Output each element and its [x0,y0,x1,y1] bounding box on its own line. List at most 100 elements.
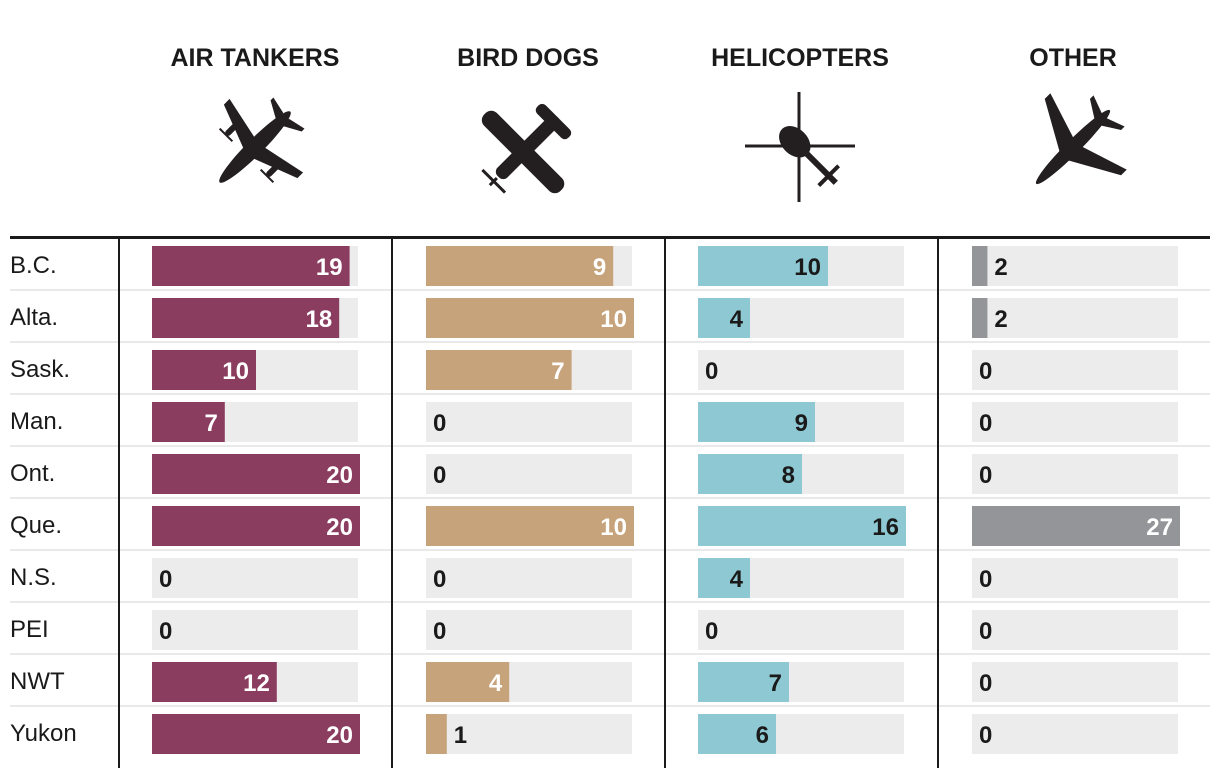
bar [698,246,828,286]
data-label: 27 [1146,514,1173,541]
bar-track [972,350,1178,390]
data-label: 7 [769,670,782,697]
data-label: 10 [600,306,627,333]
data-label: 0 [705,358,718,385]
bar [152,662,277,702]
bar [426,246,614,286]
row-label: Alta. [10,304,58,331]
bar [152,506,360,546]
data-label: 20 [326,514,353,541]
data-label: 18 [305,306,332,333]
data-label: 10 [222,358,249,385]
data-label: 4 [730,566,744,593]
bar [426,298,634,338]
bar-track [972,298,1178,338]
row-label: PEI [10,616,49,643]
bar [152,350,256,390]
data-label: 10 [794,254,821,281]
bar [426,350,572,390]
row-label: Sask. [10,356,70,383]
row-label: NWT [10,668,65,695]
data-label: 0 [159,618,172,645]
column-header-other: OTHER [1029,44,1117,72]
row-label: Yukon [10,720,77,747]
data-label: 20 [326,462,353,489]
data-label: 2 [994,306,1007,333]
header-rule [10,236,1210,239]
bar [152,246,350,286]
row-label: N.S. [10,564,57,591]
helicopter-icon [745,92,855,202]
data-label: 6 [756,722,769,749]
bar [152,298,340,338]
bar [972,506,1180,546]
data-label: 0 [705,618,718,645]
data-label: 0 [433,462,446,489]
bar [152,402,225,442]
data-label: 9 [795,410,808,437]
air-tanker-icon [200,92,310,202]
data-label: 7 [204,410,217,437]
bar-track [972,610,1178,650]
bar [426,506,634,546]
bar [698,454,802,494]
bar-track [426,610,632,650]
bar-track [972,402,1178,442]
bar-track [972,454,1178,494]
bar-track [152,558,358,598]
row-label: Que. [10,512,62,539]
bar-track [426,558,632,598]
data-label: 20 [326,722,353,749]
data-label: 0 [979,410,992,437]
data-label: 12 [243,670,270,697]
bar-track [698,350,904,390]
data-label: 0 [979,618,992,645]
column-header-bird-dogs: BIRD DOGS [457,44,599,72]
data-label: 0 [433,618,446,645]
column-header-air-tankers: AIR TANKERS [170,44,340,72]
data-label: 9 [593,254,606,281]
data-label: 0 [979,722,992,749]
data-label: 0 [433,566,446,593]
bar [698,402,815,442]
data-label: 4 [489,670,503,697]
row-label: Ont. [10,460,55,487]
bar [698,558,750,598]
bar-track [972,558,1178,598]
bar [698,298,750,338]
data-label: 16 [872,514,899,541]
bar-track [972,246,1178,286]
bar [152,454,360,494]
bar [972,246,988,286]
bar [426,714,447,754]
data-label: 0 [159,566,172,593]
bar-track [152,610,358,650]
column-header-helicopters: HELICOPTERS [711,44,889,72]
bar [426,662,510,702]
data-label: 0 [979,462,992,489]
bird-dog-icon [473,92,583,202]
bar [698,714,776,754]
data-label: 0 [979,670,992,697]
bar-track [698,610,904,650]
bar-track [426,402,632,442]
bar-track [972,714,1178,754]
bar-track [426,714,632,754]
data-label: 10 [600,514,627,541]
bar-track [972,662,1178,702]
data-label: 2 [994,254,1007,281]
row-label: Man. [10,408,63,435]
row-label: B.C. [10,252,57,279]
data-label: 0 [979,358,992,385]
bar-track [426,454,632,494]
data-label: 19 [316,254,343,281]
bar [698,506,906,546]
bar [972,298,988,338]
plane-icon [1018,92,1128,202]
bar [152,714,360,754]
data-label: 1 [454,722,467,749]
data-label: 0 [979,566,992,593]
bar [698,662,789,702]
data-label: 4 [730,306,744,333]
